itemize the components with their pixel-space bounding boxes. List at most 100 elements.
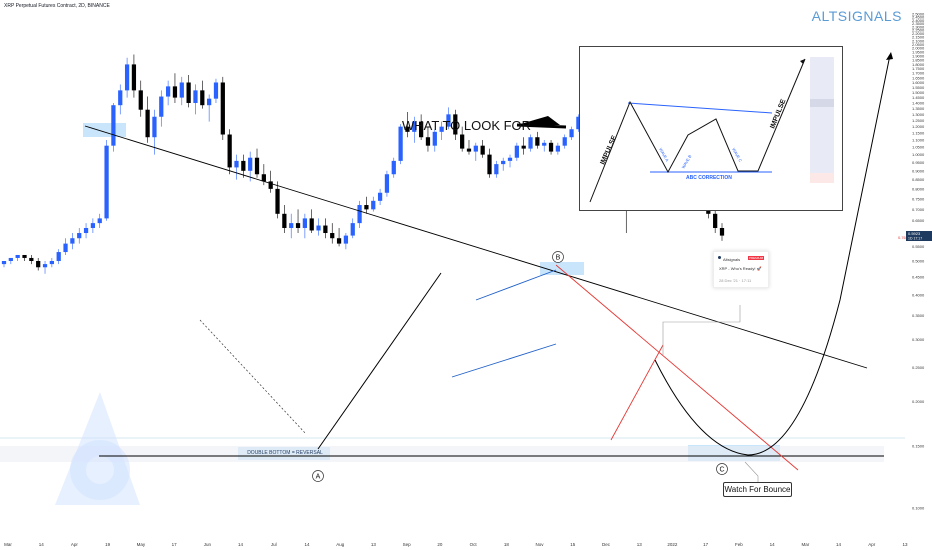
y-tick-label: 1.4000 <box>912 100 925 105</box>
candle-body <box>480 145 485 155</box>
y-tick-label: 0.6500 <box>912 218 925 223</box>
candle-body <box>535 137 540 146</box>
y-tick-label: 1.2500 <box>912 118 925 123</box>
uptrend-line <box>317 272 442 450</box>
candle-body <box>295 223 301 228</box>
y-tick-label: 2.2500 <box>912 28 925 33</box>
x-tick-label: Oct <box>470 542 478 547</box>
x-tick-label: 2022 <box>667 542 678 547</box>
countdown-label: 1D 17:17 <box>908 237 922 241</box>
x-tick-label: 18 <box>504 542 510 547</box>
candle-body <box>514 145 519 158</box>
candle-body <box>42 264 48 268</box>
candle-body <box>548 142 554 152</box>
avatar <box>718 256 721 259</box>
card-timestamp: 28 Dec '21 · 17:11 <box>719 278 752 283</box>
candle-body <box>453 114 458 135</box>
y-tick-label: 0.4500 <box>912 275 925 280</box>
y-tick-label: 0.8000 <box>912 186 925 191</box>
candle-body <box>384 174 390 193</box>
y-tick-label: 2.1000 <box>912 38 925 43</box>
point-c-circle <box>716 463 728 475</box>
candle-body <box>377 192 383 201</box>
candle-body <box>124 64 130 91</box>
candle-body <box>316 225 321 231</box>
y-tick-label: 1.0000 <box>912 152 925 157</box>
chart-background-layer <box>0 123 905 462</box>
candle-body <box>425 137 431 146</box>
channel-bottom-line <box>451 343 557 378</box>
y-tick-label: 2.1500 <box>912 35 925 40</box>
candle-body <box>309 218 314 231</box>
candle-body <box>562 137 567 146</box>
candle-body <box>487 154 492 175</box>
y-tick-label: 1.6000 <box>912 80 925 85</box>
y-tick-label: 1.7000 <box>912 71 925 76</box>
candle-body <box>569 129 574 138</box>
y-tick-label: 0.2000 <box>912 399 925 404</box>
idea-card[interactable]: Altsignals PREMIUM XRP - Who's Ready! 🚀 … <box>713 251 769 288</box>
x-tick-label: Feb <box>735 542 743 547</box>
candle-body <box>719 227 725 236</box>
candle-body <box>227 134 232 168</box>
y-tick-label: 0.1500 <box>912 443 925 448</box>
candle-body <box>118 90 123 106</box>
candle-body <box>145 109 150 138</box>
current-price-label: 0.5923 <box>908 231 921 236</box>
axis-layer: 2.50002.45002.40002.35002.30002.25002.20… <box>4 12 932 547</box>
x-tick-label: 19 <box>105 542 111 547</box>
inset-wave-a: WAVE A <box>658 147 670 163</box>
candle-body <box>186 82 191 103</box>
candle-body <box>254 157 260 175</box>
inset-zone-bottom <box>810 173 834 183</box>
candle-body <box>528 137 533 149</box>
inset-diagram-svg: IMPULSE IMPULSE WAVE A WAVE B WAVE C ABC… <box>589 57 834 203</box>
y-tick-label: 0.9500 <box>912 160 925 165</box>
candle-body <box>248 157 253 171</box>
candle-body <box>343 235 349 244</box>
candle-body <box>439 126 444 132</box>
candle-body <box>8 257 13 261</box>
y-tick-label: 0.3000 <box>912 337 925 342</box>
y-tick-label: 1.4500 <box>912 95 925 100</box>
candle-body <box>104 145 109 219</box>
candle-body <box>336 238 342 244</box>
x-tick-label: Dec <box>602 542 611 547</box>
major-downtrend-line <box>84 125 868 369</box>
x-tick-label: 13 <box>902 542 908 547</box>
card-pointer-line <box>662 305 741 355</box>
y-tick-label: 1.3500 <box>912 106 925 111</box>
point-a-circle <box>312 470 324 482</box>
candle-body <box>473 145 478 152</box>
inset-abc-correction: ABC CORRECTION <box>686 175 732 181</box>
point-b-circle <box>552 251 564 263</box>
x-tick-label: Jul <box>271 542 277 547</box>
candle-body <box>22 254 27 258</box>
candle-body <box>494 164 499 175</box>
candle-body <box>350 223 355 236</box>
candle-body <box>542 142 547 146</box>
drawing-lines-layer: A B C <box>84 52 893 483</box>
candle-body <box>289 223 294 228</box>
candle-body <box>460 134 465 149</box>
candle-body <box>36 261 41 268</box>
candle-body <box>282 213 287 228</box>
watch-for-bounce-label: Watch For Bounce <box>723 482 792 497</box>
candle-body <box>213 82 219 99</box>
y-tick-label: 1.7500 <box>912 66 925 71</box>
projected-curve <box>654 54 891 456</box>
candle-body <box>131 64 137 91</box>
candle-body <box>521 145 526 149</box>
inset-wave-c: WAVE C <box>731 147 743 163</box>
candle-body <box>391 160 396 175</box>
x-tick-label: Apr <box>71 542 79 547</box>
inset-impulse-left: IMPULSE <box>599 134 618 166</box>
x-tick-label: 17 <box>172 542 178 547</box>
candle-body <box>275 188 280 214</box>
candle-body <box>172 86 178 98</box>
candle-body <box>330 233 335 239</box>
brand-logo-text: ALTSIGNALS <box>811 8 902 24</box>
top-highlight-zone <box>83 123 126 137</box>
fib-label: 0.76 <box>898 235 907 240</box>
candle-body <box>1 261 7 265</box>
